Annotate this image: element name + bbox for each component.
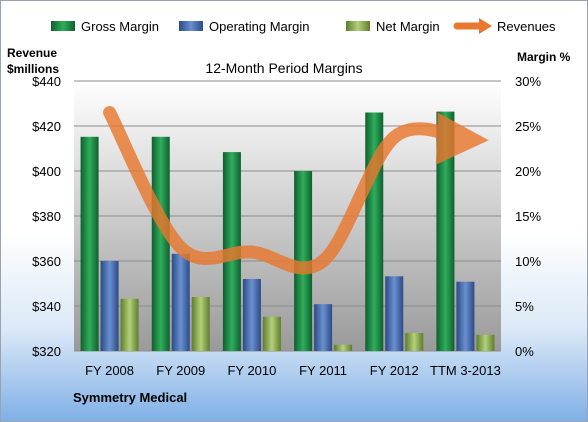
category-label: FY 2009 [156,363,205,378]
bar-gross-margin [436,111,455,351]
revenue-line-path [103,106,489,275]
bar-gross-margin [294,171,313,351]
left-tick-label: $420 [32,119,61,134]
legend-label: Revenues [497,19,556,34]
right-tick-label: 25% [515,119,541,134]
left-tick-label: $340 [32,299,61,314]
right-tick-label: 5% [515,299,534,314]
bar-operating-margin [171,253,190,351]
legend: Gross Margin Operating Margin Net Margin Re… [51,18,556,34]
revenue-line [103,106,489,275]
left-axis-label-line1: Revenue [7,46,57,60]
left-tick-label: $440 [32,74,61,89]
bar-gross-margin [80,136,99,351]
right-axis-ticks: 0% 5% 10% 15% 20% 25% 30% [515,74,541,359]
bar-net-margin [476,334,495,351]
chart-title: 12-Month Period Margins [205,60,362,76]
bar-operating-margin [385,276,404,351]
left-axis-label-line2: $millions [7,62,59,76]
category-labels: FY 2008 FY 2009 FY 2010 FY 2011 FY 2012 TTM 3… [85,363,501,378]
legend-label: Net Margin [376,19,440,34]
bar-net-margin [191,297,210,351]
right-tick-label: 10% [515,254,541,269]
bar-net-margin [334,344,353,351]
bar-net-margin [262,316,281,351]
source-label: Symmetry Medical [73,390,187,405]
left-tick-label: $380 [32,209,61,224]
bar-net-margin [120,298,139,351]
left-axis-ticks: $320 $340 $360 $380 $400 $420 $440 [32,74,61,359]
right-tick-label: 15% [515,209,541,224]
bar-operating-margin [314,304,333,351]
category-label: FY 2012 [370,363,419,378]
bar-net-margin [405,333,424,351]
bar-gross-margin [151,136,170,351]
legend-label: Gross Margin [81,19,159,34]
category-label: TTM 3-2013 [430,363,501,378]
bar-operating-margin [456,281,475,351]
right-tick-label: 30% [515,74,541,89]
category-label: FY 2008 [85,363,134,378]
legend-swatch [346,21,370,31]
left-tick-label: $400 [32,164,61,179]
legend-label: Operating Margin [209,19,309,34]
category-label: FY 2010 [227,363,276,378]
legend-swatch [51,21,75,31]
bar-operating-margin [100,261,119,351]
bar-operating-margin [242,279,261,351]
right-tick-label: 20% [515,164,541,179]
left-tick-label: $320 [32,344,61,359]
right-axis-label: Margin % [517,50,571,64]
right-tick-label: 0% [515,344,534,359]
left-tick-label: $360 [32,254,61,269]
category-label: FY 2011 [299,363,347,378]
legend-arrow [479,18,492,34]
legend-swatch [179,21,203,31]
